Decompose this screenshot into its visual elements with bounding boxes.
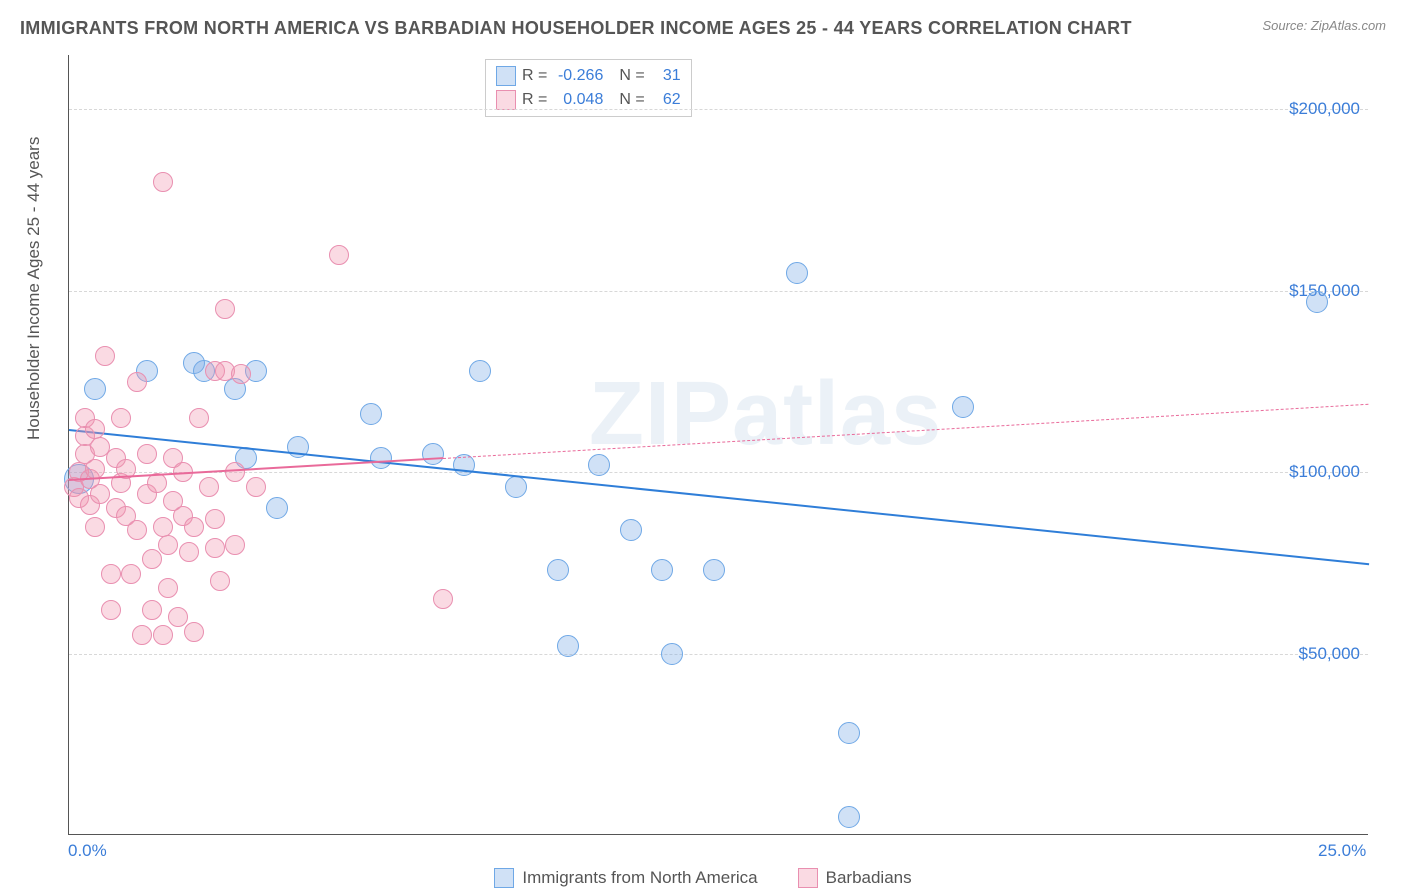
data-point: [838, 722, 860, 744]
data-point: [168, 607, 188, 627]
x-tick-label: 0.0%: [68, 841, 107, 861]
plot-area: ZIPatlas R = -0.266 N = 31 R = 0.048 N = 62 $50…: [68, 55, 1368, 835]
data-point: [620, 519, 642, 541]
data-point: [179, 542, 199, 562]
legend-label: Barbadians: [826, 868, 912, 888]
data-point: [199, 477, 219, 497]
data-point: [225, 462, 245, 482]
data-point: [85, 419, 105, 439]
trend-line: [69, 429, 1369, 565]
stat-n-value: 31: [651, 67, 681, 85]
data-point: [189, 408, 209, 428]
data-point: [370, 447, 392, 469]
data-point: [142, 549, 162, 569]
data-point: [205, 538, 225, 558]
stats-row: R = -0.266 N = 31: [496, 64, 681, 88]
stat-r-value: -0.266: [553, 67, 603, 85]
data-point: [225, 535, 245, 555]
y-tick-label: $100,000: [1289, 462, 1360, 482]
data-point: [210, 571, 230, 591]
data-point: [153, 172, 173, 192]
data-point: [205, 509, 225, 529]
stat-n-label: N =: [619, 91, 644, 109]
data-point: [137, 444, 157, 464]
chart-title: IMMIGRANTS FROM NORTH AMERICA VS BARBADI…: [20, 18, 1132, 39]
data-point: [101, 600, 121, 620]
data-point: [121, 564, 141, 584]
data-point: [433, 589, 453, 609]
data-point: [85, 517, 105, 537]
stat-r-value: 0.048: [553, 91, 603, 109]
stats-box: R = -0.266 N = 31 R = 0.048 N = 62: [485, 59, 692, 117]
grid-line: [69, 291, 1368, 292]
data-point: [786, 262, 808, 284]
data-point: [184, 622, 204, 642]
stat-n-value: 62: [651, 91, 681, 109]
stat-n-label: N =: [619, 67, 644, 85]
y-axis-label: Householder Income Ages 25 - 44 years: [24, 137, 44, 440]
legend-swatch: [496, 66, 516, 86]
stat-r-label: R =: [522, 67, 547, 85]
data-point: [231, 364, 251, 384]
data-point: [1306, 291, 1328, 313]
data-point: [703, 559, 725, 581]
stats-row: R = 0.048 N = 62: [496, 88, 681, 112]
data-point: [90, 484, 110, 504]
data-point: [547, 559, 569, 581]
data-point: [838, 806, 860, 828]
data-point: [952, 396, 974, 418]
data-point: [505, 476, 527, 498]
legend-swatch: [798, 868, 818, 888]
data-point: [651, 559, 673, 581]
legend-label: Immigrants from North America: [522, 868, 757, 888]
trend-line: [443, 403, 1369, 458]
data-point: [132, 625, 152, 645]
legend-item: Immigrants from North America: [494, 868, 757, 888]
data-point: [85, 459, 105, 479]
source-label: Source: ZipAtlas.com: [1262, 18, 1386, 33]
y-tick-label: $50,000: [1299, 644, 1360, 664]
data-point: [142, 600, 162, 620]
data-point: [184, 517, 204, 537]
data-point: [360, 403, 382, 425]
data-point: [215, 299, 235, 319]
data-point: [661, 643, 683, 665]
legend-swatch: [496, 90, 516, 110]
watermark: ZIPatlas: [589, 363, 942, 466]
data-point: [127, 520, 147, 540]
data-point: [84, 378, 106, 400]
data-point: [469, 360, 491, 382]
data-point: [422, 443, 444, 465]
data-point: [158, 578, 178, 598]
data-point: [153, 625, 173, 645]
legend-item: Barbadians: [798, 868, 912, 888]
grid-line: [69, 654, 1368, 655]
data-point: [557, 635, 579, 657]
data-point: [329, 245, 349, 265]
grid-line: [69, 109, 1368, 110]
y-tick-label: $200,000: [1289, 99, 1360, 119]
x-tick-label: 25.0%: [1318, 841, 1366, 861]
data-point: [101, 564, 121, 584]
grid-line: [69, 472, 1368, 473]
data-point: [111, 408, 131, 428]
data-point: [95, 346, 115, 366]
data-point: [246, 477, 266, 497]
data-point: [266, 497, 288, 519]
data-point: [588, 454, 610, 476]
legend-swatch: [494, 868, 514, 888]
data-point: [153, 517, 173, 537]
stat-r-label: R =: [522, 91, 547, 109]
data-point: [127, 372, 147, 392]
bottom-legend: Immigrants from North America Barbadians: [0, 868, 1406, 888]
data-point: [158, 535, 178, 555]
